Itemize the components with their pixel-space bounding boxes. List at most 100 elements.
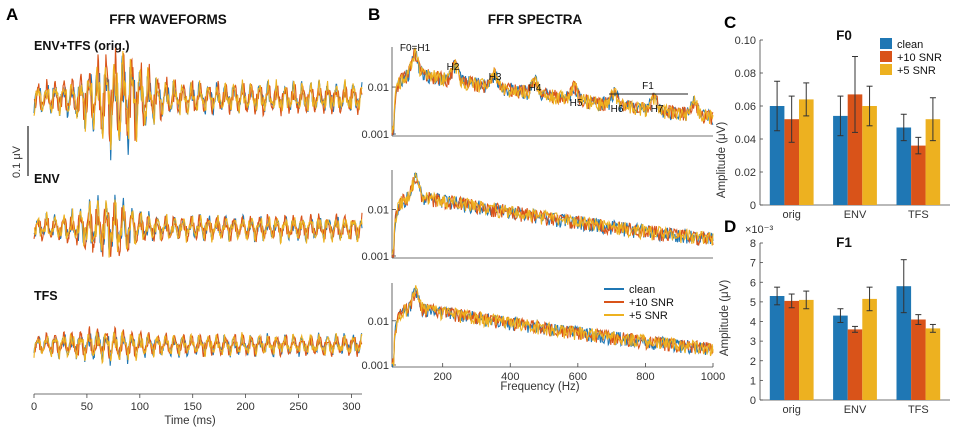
frequency-tick-label: 200 bbox=[434, 371, 452, 383]
panel-c-letter: C bbox=[724, 13, 736, 32]
frequency-tick-label: 1000 bbox=[701, 371, 725, 383]
bar-y-tick-label: 7 bbox=[750, 258, 756, 270]
spectrum-y-tick-label: 0.01 bbox=[368, 205, 389, 217]
bar-tfs-snr5 bbox=[925, 119, 941, 205]
bar-y-tick-label: 0.10 bbox=[735, 35, 756, 47]
bar-category-label: ENV bbox=[844, 209, 867, 221]
bar-legend: clean +10 SNR +5 SNR bbox=[880, 38, 942, 77]
time-tick-label: 300 bbox=[342, 401, 360, 413]
bar-legend-label-snr5: +5 SNR bbox=[897, 65, 936, 77]
bar-category-label: orig bbox=[782, 404, 800, 416]
bar-y-tick-label: 2 bbox=[750, 356, 756, 368]
bar-y-tick-label: 0.08 bbox=[735, 68, 756, 80]
bar-tfs-snr5 bbox=[925, 328, 941, 400]
peak-label-h2: H2 bbox=[447, 62, 460, 73]
spectrum-env-snr5 bbox=[391, 171, 714, 255]
bar-category-label: TFS bbox=[908, 209, 929, 221]
panel-d-exponent: ×10⁻³ bbox=[745, 224, 773, 236]
spectrum-y-tick-label: 0.01 bbox=[368, 316, 389, 328]
panel-d-title: F1 bbox=[836, 235, 852, 250]
bar-env-snr10 bbox=[847, 94, 863, 205]
condition-label-env: ENV bbox=[34, 172, 60, 186]
bar-orig-snr5 bbox=[799, 299, 814, 400]
peak-label-h5: H5 bbox=[570, 98, 583, 109]
bar-category-label: ENV bbox=[844, 404, 867, 416]
bar-tfs-snr10 bbox=[911, 145, 926, 205]
bar-y-tick-label: 0 bbox=[750, 395, 756, 407]
bar-category-label: TFS bbox=[908, 404, 929, 416]
spectra-legend: clean +10 SNR +5 SNR bbox=[604, 284, 674, 322]
time-axis-ticks: 0 50 100 150 200 250 300 bbox=[31, 394, 361, 413]
panel-b-title: FFR SPECTRA bbox=[488, 12, 583, 27]
bar-chart-f0: 0 0.02 0.04 0.06 0.08 0.10 orig ENV TFS bbox=[735, 35, 950, 221]
bar-legend-label-clean: clean bbox=[897, 39, 923, 51]
bar-y-tick-label: 0.06 bbox=[735, 101, 756, 113]
time-tick-label: 50 bbox=[81, 401, 93, 413]
time-tick-label: 200 bbox=[236, 401, 254, 413]
peak-label-h6: H6 bbox=[611, 104, 624, 115]
bar-orig-clean bbox=[769, 106, 785, 205]
panel-c: C F0 0 0.02 0.04 0.06 0.08 0.10 orig ENV TFS Amp… bbox=[716, 13, 950, 221]
peak-label-h7: H7 bbox=[651, 104, 664, 115]
scale-bar-label: 0.1 μV bbox=[11, 145, 23, 178]
condition-label-tfs: TFS bbox=[34, 289, 58, 303]
bar-tfs-snr10 bbox=[911, 319, 926, 400]
bar-y-tick-label: 3 bbox=[750, 336, 756, 348]
time-tick-label: 150 bbox=[184, 401, 202, 413]
waveform-env-snr5 bbox=[33, 199, 363, 258]
condition-label-orig: ENV+TFS (orig.) bbox=[34, 39, 130, 53]
panel-d-ylabel: Amplitude (μV) bbox=[719, 280, 731, 356]
bar-y-tick-label: 5 bbox=[750, 297, 756, 309]
peak-label-h4: H4 bbox=[529, 83, 542, 94]
bar-chart-f1: 0 1 2 3 4 5 6 7 8 orig ENV TFS bbox=[750, 238, 950, 416]
spectrum-y-tick-label: 0.001 bbox=[361, 129, 389, 141]
frequency-tick-label: 400 bbox=[501, 371, 519, 383]
bar-env-clean bbox=[833, 315, 848, 400]
panel-d: D ×10⁻³ F1 0 1 2 3 4 5 6 7 8 orig ENV TFS Amplitude… bbox=[719, 217, 950, 416]
time-tick-label: 0 bbox=[31, 401, 37, 413]
waveform-tfs-snr5 bbox=[33, 330, 363, 365]
panel-a: A FFR WAVEFORMS ENV+TFS (orig.) ENV TFS … bbox=[6, 5, 363, 427]
panel-b: B FFR SPECTRA 0.01 0.001 0.01 0.001 0.01 0.00… bbox=[361, 5, 725, 393]
bar-y-tick-label: 0.02 bbox=[735, 167, 756, 179]
bar-y-tick-label: 4 bbox=[750, 317, 756, 329]
legend-label-snr5: +5 SNR bbox=[629, 310, 668, 322]
time-axis-label: Time (ms) bbox=[164, 415, 215, 427]
spectra-plots: 0.01 0.001 0.01 0.001 0.01 0.001 200 400 600 800 1… bbox=[361, 47, 725, 383]
bar-y-tick-label: 1 bbox=[750, 375, 756, 387]
spectrum-tfs-snr5 bbox=[391, 285, 714, 367]
waveform-traces bbox=[33, 47, 363, 366]
bar-env-snr5 bbox=[862, 106, 877, 205]
bar-category-label: orig bbox=[782, 209, 800, 221]
bar-y-tick-label: 0 bbox=[750, 200, 756, 212]
frequency-tick-label: 600 bbox=[569, 371, 587, 383]
panel-a-title: FFR WAVEFORMS bbox=[109, 12, 227, 27]
bar-env-clean bbox=[833, 115, 848, 205]
bar-tfs-clean bbox=[896, 127, 912, 205]
spectrum-y-tick-label: 0.001 bbox=[361, 251, 389, 263]
peak-label-h3: H3 bbox=[489, 72, 502, 83]
panel-b-letter: B bbox=[368, 5, 380, 24]
spectrum-y-tick-label: 0.001 bbox=[361, 360, 389, 372]
spectrum-y-tick-label: 0.01 bbox=[368, 82, 389, 94]
legend-label-snr10: +10 SNR bbox=[629, 297, 674, 309]
bar-orig-snr10 bbox=[784, 119, 799, 205]
bar-env-snr5 bbox=[862, 298, 877, 400]
bar-env-snr10 bbox=[847, 329, 863, 400]
panel-c-title: F0 bbox=[836, 28, 852, 43]
frequency-axis-label: Frequency (Hz) bbox=[500, 381, 579, 393]
legend-label-clean: clean bbox=[629, 284, 655, 296]
frequency-tick-label: 800 bbox=[636, 371, 654, 383]
bar-orig-clean bbox=[769, 296, 785, 400]
bar-legend-swatch-clean bbox=[880, 38, 892, 49]
panel-c-ylabel: Amplitude (μV) bbox=[716, 122, 728, 198]
bar-orig-snr10 bbox=[784, 300, 799, 400]
waveform-orig-snr5 bbox=[33, 50, 363, 151]
bar-y-tick-label: 8 bbox=[750, 238, 756, 250]
bar-legend-label-snr10: +10 SNR bbox=[897, 52, 942, 64]
time-tick-label: 250 bbox=[289, 401, 307, 413]
spectrum-orig-snr5 bbox=[391, 47, 714, 134]
bar-orig-snr5 bbox=[799, 99, 814, 205]
formant-label-f1: F1 bbox=[642, 81, 654, 92]
